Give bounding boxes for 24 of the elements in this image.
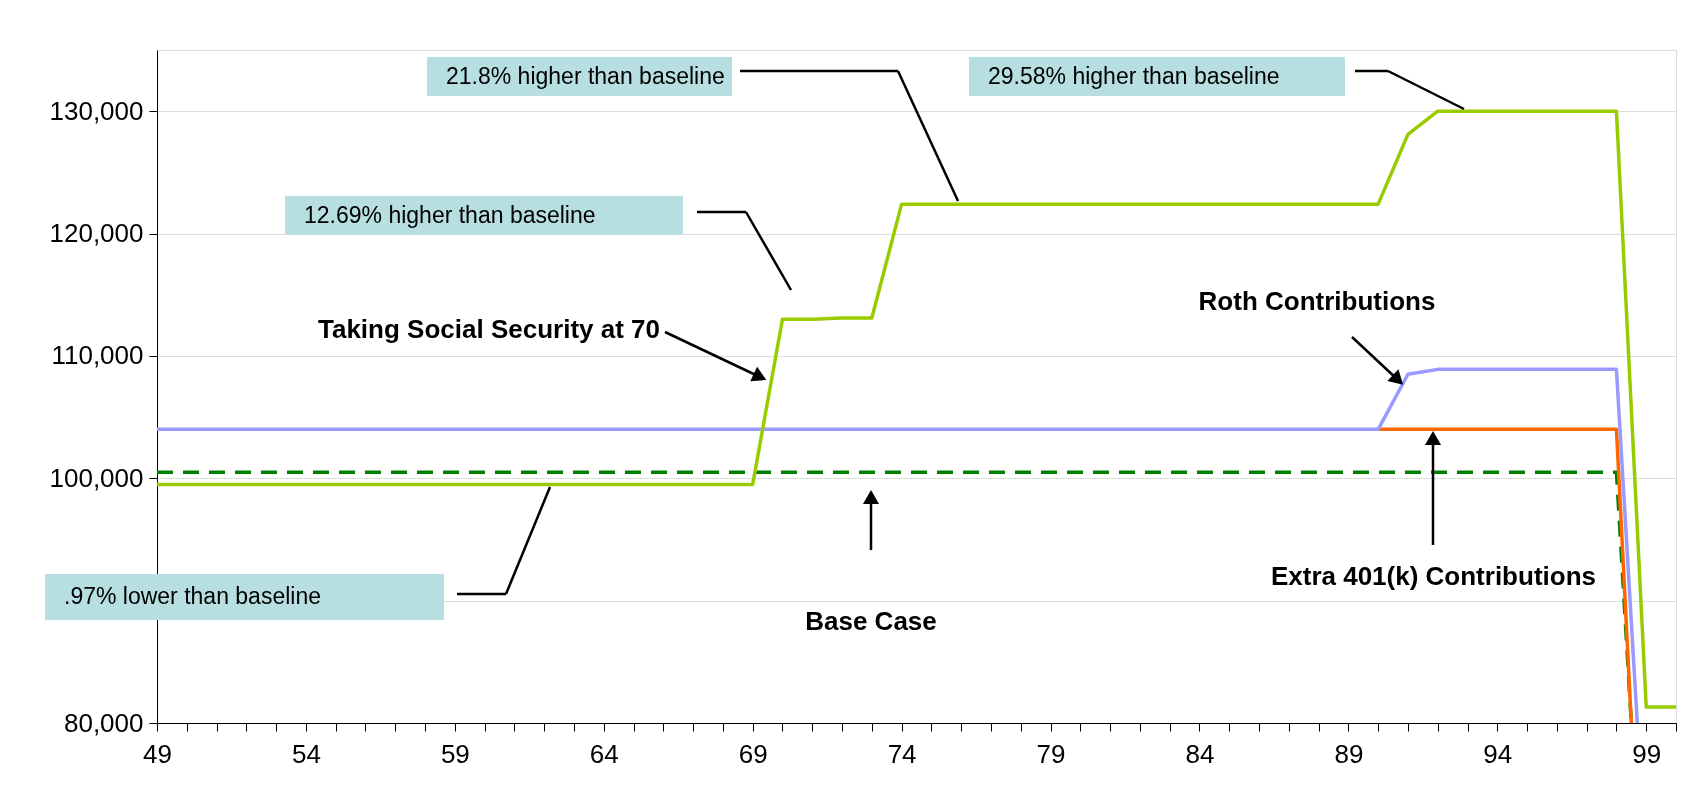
x-tick-label: 94 <box>1483 738 1513 769</box>
x-tick-label: 99 <box>1632 738 1662 769</box>
x-tick-label: 64 <box>589 738 619 769</box>
annotation: 21.8% higher than baseline <box>446 62 725 89</box>
y-tick-label: 120,000 <box>49 218 144 249</box>
x-tick-label: 89 <box>1334 738 1364 769</box>
x-tick-label: 59 <box>440 738 470 769</box>
x-tick-label: 54 <box>291 738 321 769</box>
y-tick-label: 110,000 <box>51 340 144 371</box>
x-tick-label: 69 <box>738 738 768 769</box>
y-tick-label: 80,000 <box>63 707 144 738</box>
x-tick-label: 84 <box>1185 738 1215 769</box>
x-tick-label: 79 <box>1036 738 1066 769</box>
series-label: Extra 401(k) Contributions <box>1270 561 1596 591</box>
annotation: 12.69% higher than baseline <box>304 201 596 228</box>
y-tick-label: 100,000 <box>49 462 144 493</box>
annotation: Taking Social Security at 70 <box>318 314 660 344</box>
annotation: Base Case <box>805 606 937 636</box>
annotation: .97% lower than baseline <box>64 583 321 609</box>
x-tick-label: 74 <box>887 738 917 769</box>
annotation: 29.58% higher than baseline <box>988 62 1280 89</box>
x-tick-label: 49 <box>143 738 172 769</box>
text: Roth Contributions <box>1198 286 1436 316</box>
y-tick-label: 130,000 <box>49 95 144 126</box>
